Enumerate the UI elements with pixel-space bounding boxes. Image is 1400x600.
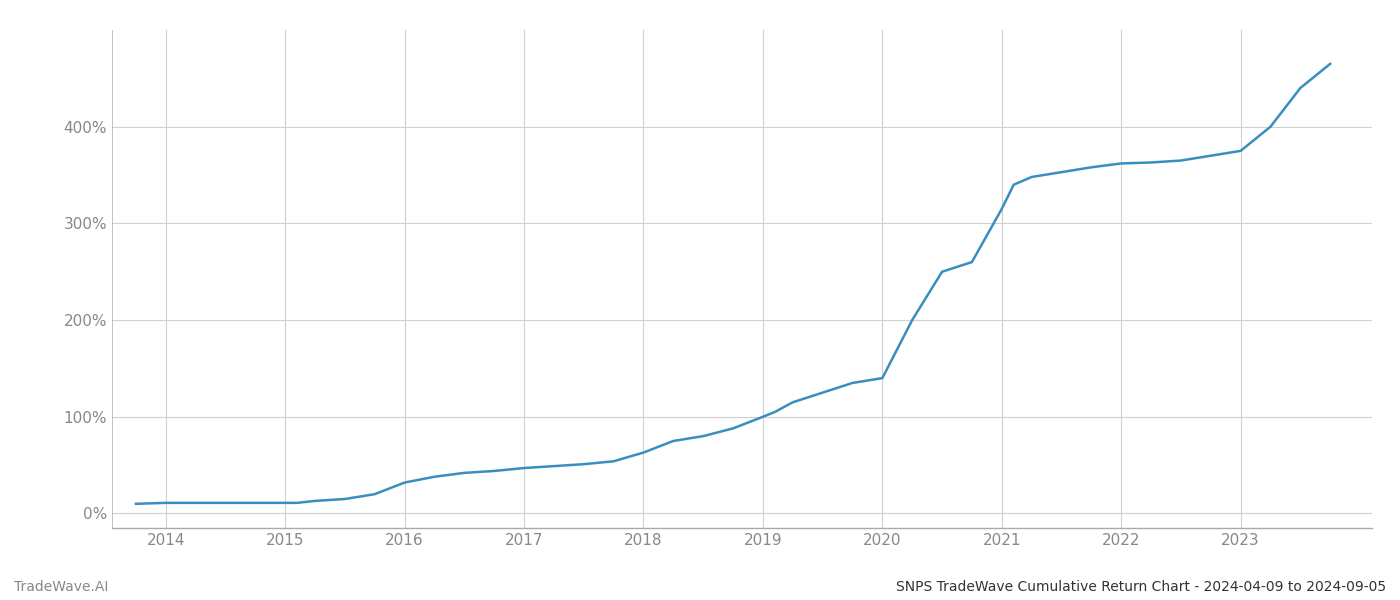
Text: TradeWave.AI: TradeWave.AI bbox=[14, 580, 108, 594]
Text: SNPS TradeWave Cumulative Return Chart - 2024-04-09 to 2024-09-05: SNPS TradeWave Cumulative Return Chart -… bbox=[896, 580, 1386, 594]
